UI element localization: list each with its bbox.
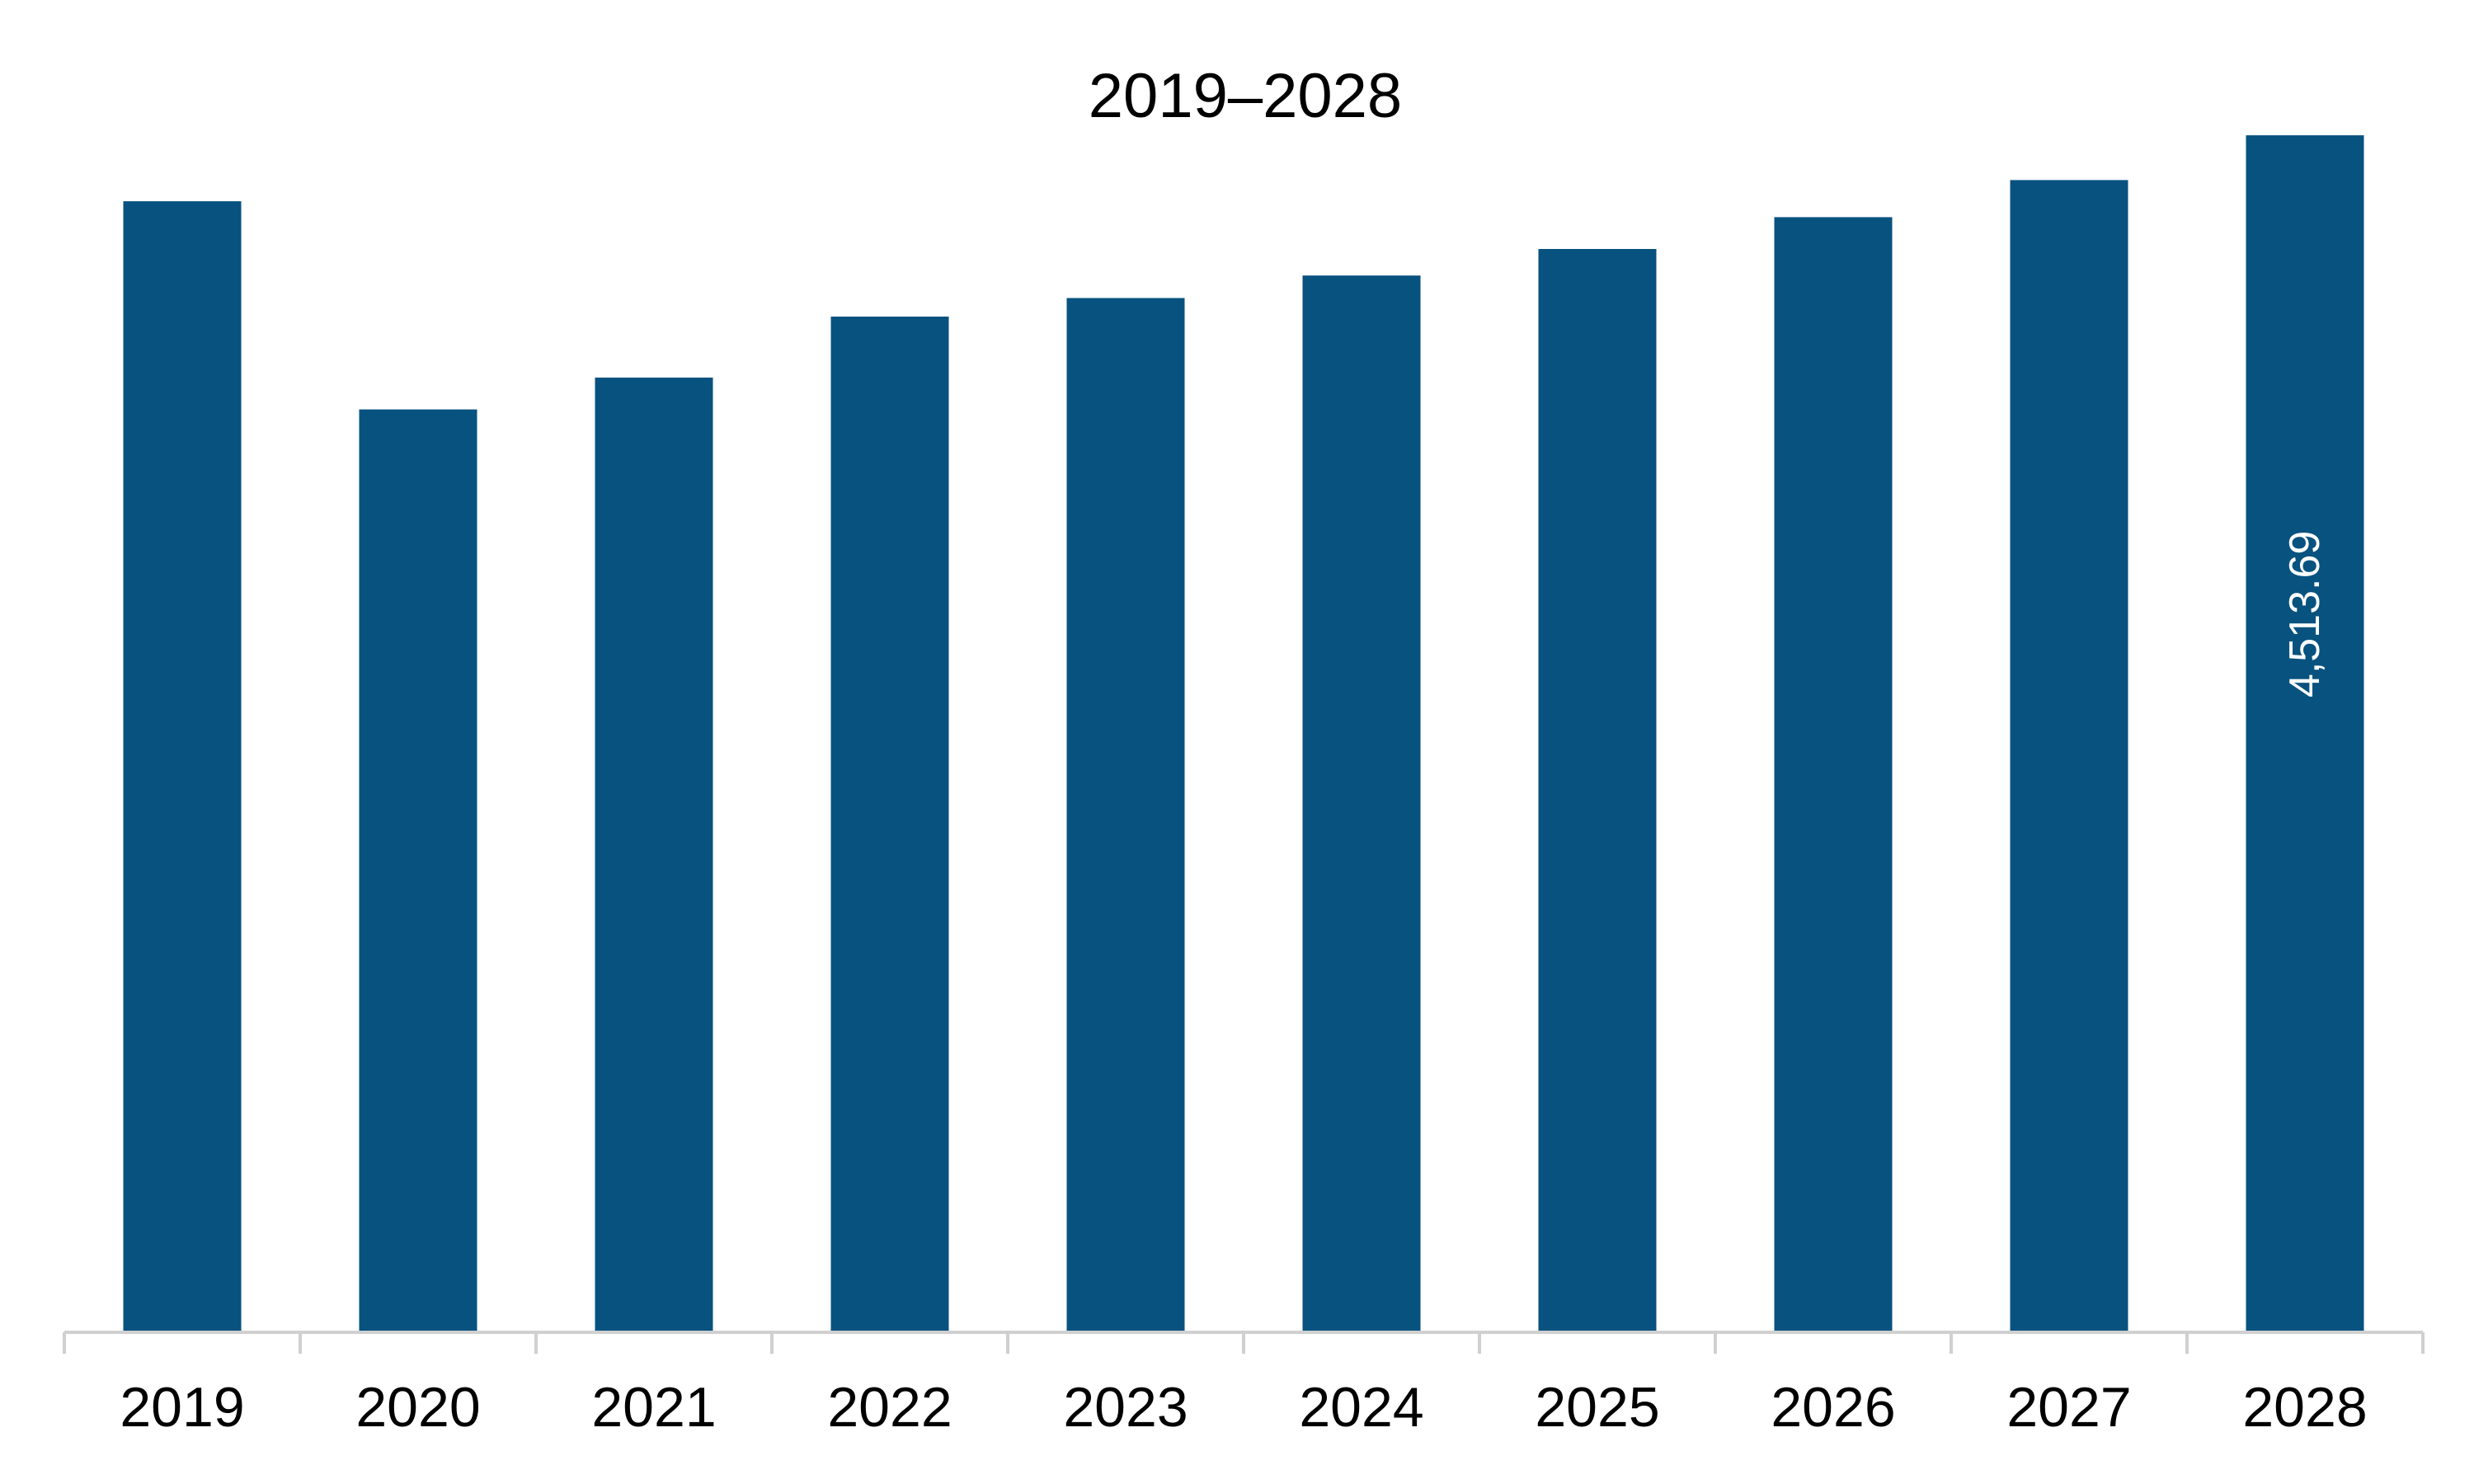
- bars-group: [123, 135, 2364, 1333]
- x-axis-ticks-group: [63, 1332, 2425, 1354]
- chart-title: 2019–2028: [1089, 61, 1402, 131]
- x-tick-label-2023: 2023: [1063, 1376, 1188, 1439]
- data-labels-group: 4,513.69: [2281, 531, 2329, 697]
- bar-2026: [1774, 217, 1893, 1332]
- x-axis-tick-labels-group: 2019 2020 2021 2022 2023 2024 2025 2026 2027 2028: [120, 1376, 2367, 1439]
- data-label-2028: 4,513.69: [2281, 531, 2329, 697]
- x-tick-label-2026: 2026: [1771, 1376, 1895, 1439]
- bar-2020: [359, 409, 477, 1333]
- bar-2023: [1066, 298, 1185, 1332]
- bar-2019: [123, 201, 242, 1333]
- bar-2028: [2246, 135, 2364, 1333]
- x-tick-label-2020: 2020: [355, 1376, 480, 1439]
- x-tick-label-2019: 2019: [120, 1376, 244, 1439]
- x-tick-label-2027: 2027: [2006, 1376, 2131, 1439]
- bar-2025: [1538, 249, 1657, 1332]
- bar-2027: [2010, 180, 2128, 1332]
- bar-2021: [595, 378, 713, 1332]
- bar-2022: [830, 317, 949, 1332]
- bar-2024: [1302, 275, 1421, 1333]
- x-tick-label-2024: 2024: [1299, 1376, 1423, 1439]
- x-tick-label-2021: 2021: [591, 1376, 716, 1439]
- x-tick-label-2025: 2025: [1535, 1376, 1659, 1439]
- x-tick-label-2028: 2028: [2242, 1376, 2367, 1439]
- x-tick-label-2022: 2022: [827, 1376, 952, 1439]
